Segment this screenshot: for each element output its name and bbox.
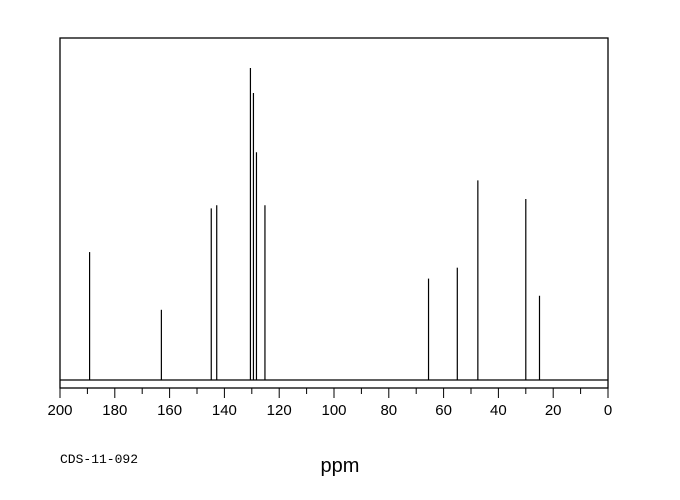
spectrum-svg: 200 180 160 140 120 100 80 60 40 20 0	[0, 0, 680, 500]
x-tick-label-200: 200	[47, 402, 72, 419]
x-tick-label-80: 80	[380, 402, 397, 419]
x-tick-label-20: 20	[545, 402, 562, 419]
x-tick-label-60: 60	[435, 402, 452, 419]
x-tick-label-140: 140	[212, 402, 237, 419]
peaks-group	[90, 68, 540, 380]
x-tick-label-100: 100	[321, 402, 346, 419]
nmr-spectrum-chart: 200 180 160 140 120 100 80 60 40 20 0 CDS-11-092 p…	[0, 0, 680, 500]
tick-labels-group: 200 180 160 140 120 100 80 60 40 20 0	[47, 402, 612, 419]
x-tick-label-180: 180	[102, 402, 127, 419]
x-tick-label-40: 40	[490, 402, 507, 419]
x-tick-label-0: 0	[604, 402, 612, 419]
x-tick-label-160: 160	[157, 402, 182, 419]
x-tick-label-120: 120	[267, 402, 292, 419]
x-axis-title: ppm	[0, 455, 680, 478]
